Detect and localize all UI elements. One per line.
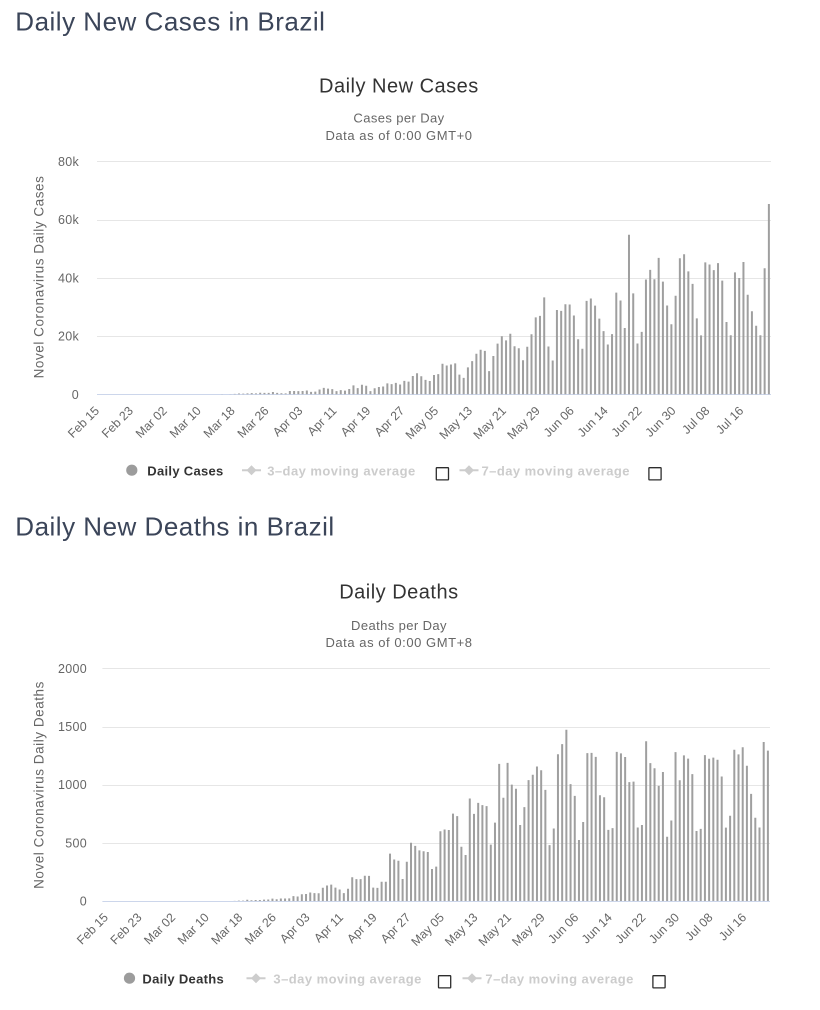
svg-text:80k: 80k: [58, 155, 80, 169]
svg-text:Jun 06: Jun 06: [541, 404, 577, 440]
svg-text:1500: 1500: [58, 720, 87, 734]
svg-text:May 21: May 21: [471, 404, 510, 443]
svg-text:Feb 23: Feb 23: [108, 910, 145, 947]
svg-text:Jul 08: Jul 08: [683, 910, 716, 943]
svg-text:Mar 10: Mar 10: [167, 404, 204, 441]
svg-text:Mar 02: Mar 02: [133, 404, 170, 441]
svg-text:60k: 60k: [58, 213, 80, 227]
svg-text:Apr 27: Apr 27: [372, 404, 408, 440]
svg-text:Mar 26: Mar 26: [235, 404, 272, 441]
svg-text:Novel Coronavirus Daily Deaths: Novel Coronavirus Daily Deaths: [32, 681, 47, 889]
svg-text:Apr 19: Apr 19: [344, 910, 380, 946]
svg-text:Deaths per Day: Deaths per Day: [351, 618, 447, 633]
svg-text:Mar 26: Mar 26: [242, 910, 279, 947]
svg-text:3–day moving average: 3–day moving average: [267, 463, 415, 478]
svg-text:Apr 11: Apr 11: [311, 910, 346, 945]
svg-text:Daily New Cases: Daily New Cases: [319, 76, 479, 98]
svg-text:Jun 30: Jun 30: [643, 404, 679, 440]
svg-text:Jun 06: Jun 06: [545, 910, 581, 946]
svg-text:Feb 15: Feb 15: [74, 910, 111, 947]
svg-text:Jun 22: Jun 22: [612, 910, 648, 946]
svg-text:Daily Deaths: Daily Deaths: [142, 971, 224, 986]
svg-text:Jun 14: Jun 14: [575, 404, 611, 440]
svg-text:0: 0: [72, 388, 79, 402]
svg-text:3–day moving average: 3–day moving average: [273, 971, 421, 986]
svg-text:May 05: May 05: [409, 910, 448, 949]
svg-text:Mar 18: Mar 18: [201, 404, 238, 441]
svg-text:2000: 2000: [58, 662, 87, 676]
svg-text:Mar 02: Mar 02: [141, 910, 178, 947]
svg-text:Apr 27: Apr 27: [378, 910, 414, 946]
svg-text:May 05: May 05: [403, 404, 442, 443]
svg-text:May 29: May 29: [509, 910, 548, 949]
svg-text:Jun 30: Jun 30: [646, 910, 682, 946]
svg-text:Jun 22: Jun 22: [609, 404, 645, 440]
svg-text:Novel Coronavirus Daily Cases: Novel Coronavirus Daily Cases: [32, 176, 47, 379]
svg-text:Data as of 0:00 GMT+8: Data as of 0:00 GMT+8: [325, 635, 472, 650]
svg-text:Jun 14: Jun 14: [579, 910, 615, 946]
svg-text:Apr 03: Apr 03: [277, 910, 313, 946]
svg-text:May 13: May 13: [442, 910, 481, 949]
svg-text:Jul 08: Jul 08: [679, 404, 712, 437]
svg-text:Feb 15: Feb 15: [65, 404, 102, 441]
svg-text:May 21: May 21: [476, 910, 515, 949]
svg-text:1000: 1000: [58, 778, 87, 792]
svg-text:7–day moving average: 7–day moving average: [482, 463, 630, 478]
svg-text:Apr 19: Apr 19: [338, 404, 374, 440]
svg-text:May 29: May 29: [504, 404, 543, 443]
svg-text:Mar 10: Mar 10: [175, 910, 212, 947]
svg-text:7–day moving average: 7–day moving average: [485, 971, 633, 986]
svg-text:Feb 23: Feb 23: [99, 404, 136, 441]
svg-text:May 13: May 13: [437, 404, 476, 443]
svg-text:Mar 18: Mar 18: [208, 910, 245, 947]
svg-text:Daily New Cases in Brazil: Daily New Cases in Brazil: [15, 7, 325, 37]
svg-text:Jul 16: Jul 16: [716, 910, 749, 943]
svg-text:Apr 11: Apr 11: [305, 404, 340, 439]
svg-text:0: 0: [80, 895, 87, 909]
svg-text:Daily New Deaths in Brazil: Daily New Deaths in Brazil: [15, 512, 334, 542]
svg-text:Cases per Day: Cases per Day: [353, 111, 444, 126]
svg-text:Daily Deaths: Daily Deaths: [339, 582, 458, 604]
svg-text:40k: 40k: [58, 271, 80, 285]
svg-text:20k: 20k: [58, 330, 80, 344]
svg-text:Daily Cases: Daily Cases: [147, 463, 223, 478]
svg-text:Jul 16: Jul 16: [713, 404, 746, 437]
svg-text:Data as of 0:00 GMT+0: Data as of 0:00 GMT+0: [325, 128, 472, 143]
svg-text:Apr 03: Apr 03: [270, 404, 306, 440]
svg-text:500: 500: [65, 836, 87, 850]
